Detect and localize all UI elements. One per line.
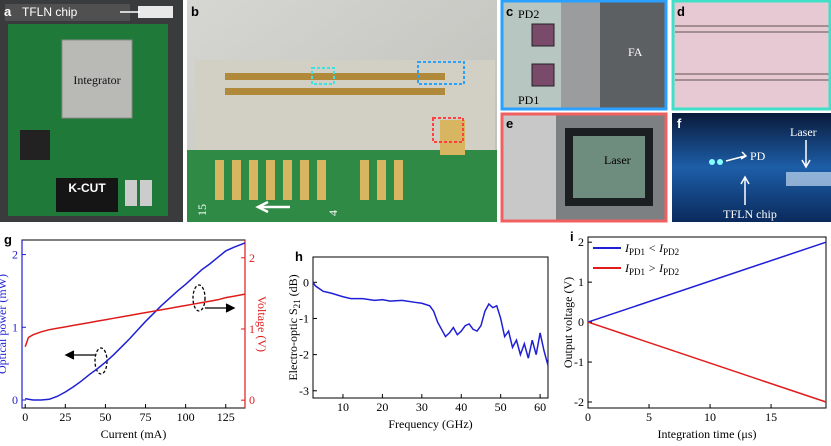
line-series (587, 321, 827, 403)
legend-label: IPD1 < IPD2 (624, 241, 679, 257)
y-tick-label: 0 (578, 315, 584, 329)
label: TFLN chip (723, 207, 777, 221)
photo-c: c PD2 PD1 FA (500, 0, 668, 111)
x-tick-label: 5 (646, 410, 652, 424)
x-axis-label: Frequency (GHz) (388, 417, 472, 431)
panel-label: e (506, 116, 513, 131)
x-tick-label: 100 (177, 410, 195, 424)
y2-axis-label: Voltage (V) (255, 296, 269, 352)
plot-frame (21, 239, 246, 409)
y-axis-label-part: (dB) (286, 274, 300, 299)
y-tick-label: 2 (12, 248, 18, 262)
panel-label: d (677, 4, 685, 19)
photo-d: d (671, 0, 831, 111)
x-tick-label: 50 (99, 410, 111, 424)
y-axis-label: Electro-optic S21 (dB) (286, 274, 302, 380)
y-tick-label: 1 (12, 320, 18, 334)
label: Laser (790, 125, 817, 139)
x-tick-label: 125 (217, 410, 235, 424)
photo-f: f PD Laser TFLN chip (672, 113, 831, 222)
label: 15 (195, 204, 209, 216)
y-tick-label: 2 (578, 235, 584, 249)
x-tick-label: 10 (337, 400, 349, 414)
line-series (25, 242, 246, 401)
legend-label-part: PD1 (629, 247, 645, 257)
x-tick-label: 20 (376, 400, 388, 414)
x-tick-label: 10 (704, 410, 716, 424)
label: FA (628, 45, 643, 59)
y-tick-label: -2 (574, 395, 584, 409)
label: Integrator (73, 73, 120, 87)
x-tick-label: 60 (534, 400, 546, 414)
panel-label: b (191, 4, 199, 19)
photo-e: e Laser (500, 112, 668, 223)
x-tick-label: 0 (22, 410, 28, 424)
y2-tick-label: 0 (249, 393, 255, 407)
label: Laser (604, 153, 631, 167)
legend-label-part: > I (645, 261, 664, 275)
label: PD1 (518, 93, 539, 107)
y2-tick-label: 2 (249, 251, 255, 265)
photo-a: a TFLN chip Integrator K-CUT (0, 0, 183, 222)
photo-b: b 15 4 (187, 0, 497, 222)
line-series (312, 281, 549, 366)
y2-tick-label: 1 (249, 322, 255, 336)
legend-label-part: I (624, 241, 630, 255)
y-tick-label: -1 (574, 355, 584, 369)
x-tick-label: 25 (59, 410, 71, 424)
legend-label-part: PD2 (663, 267, 679, 277)
panel-label: a (4, 4, 12, 19)
label: TFLN chip (22, 5, 78, 19)
label: K-CUT (68, 181, 106, 195)
x-tick-label: 40 (455, 400, 467, 414)
plot-frame (312, 256, 549, 399)
label: PD2 (518, 7, 539, 21)
line-series (24, 293, 246, 348)
x-axis-label: Integration time (μs) (657, 427, 756, 441)
panel-label: c (506, 4, 513, 19)
label: PD (750, 149, 766, 163)
x-axis-label: Current (mA) (101, 427, 167, 441)
y-tick-label: -3 (299, 384, 309, 398)
panel-label: f (677, 116, 682, 131)
y-tick-label: -1 (299, 311, 309, 325)
legend-label-part: I (624, 261, 630, 275)
panel-label: g (4, 232, 12, 247)
plot-frame (587, 236, 827, 409)
annotation (64, 284, 236, 375)
legend-label-part: < I (645, 241, 664, 255)
panel-label: i (570, 229, 574, 244)
panel-label: h (295, 249, 303, 264)
y-axis-label: Output voltage (V) (561, 277, 575, 368)
label: 4 (326, 210, 340, 216)
y-tick-label: 0 (303, 275, 309, 289)
legend-label: IPD1 > IPD2 (624, 261, 679, 277)
y-axis-label-part: Electro-optic S (286, 308, 300, 380)
line-series (587, 241, 827, 323)
y-tick-label: 1 (578, 275, 584, 289)
legend-label-part: PD2 (663, 247, 679, 257)
y-tick-label: 0 (12, 393, 18, 407)
y-axis-label-part: 21 (292, 299, 302, 308)
x-tick-label: 30 (416, 400, 428, 414)
y-tick-label: -2 (299, 348, 309, 362)
x-tick-label: 0 (585, 410, 591, 424)
y-axis-label: Optical power (mW) (0, 274, 9, 374)
x-tick-label: 15 (765, 410, 777, 424)
x-tick-label: 50 (495, 400, 507, 414)
legend-label-part: PD1 (629, 267, 645, 277)
x-tick-label: 75 (140, 410, 152, 424)
